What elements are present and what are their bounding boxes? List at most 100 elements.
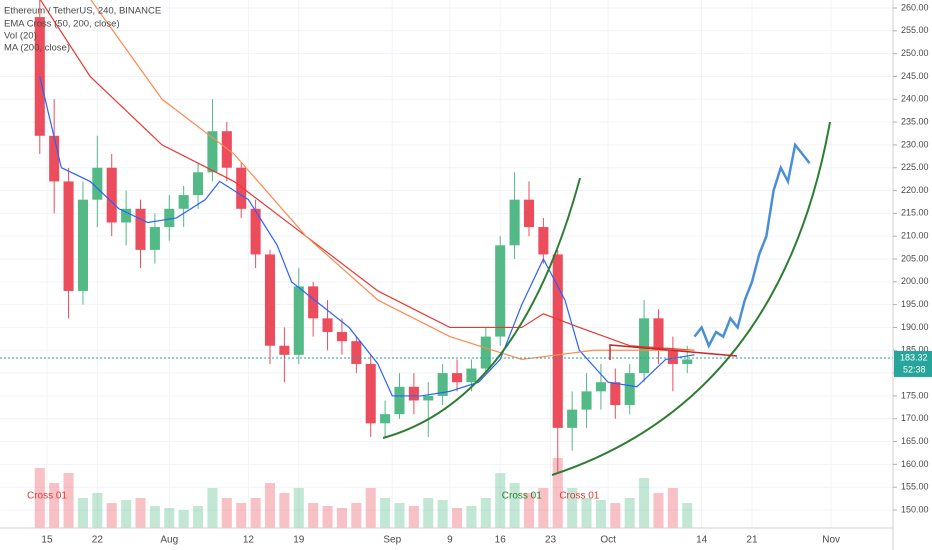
annotation: Cross 01	[502, 491, 542, 502]
volume-bar	[610, 503, 621, 528]
grid	[0, 0, 893, 528]
y-tick-label: 165.00	[901, 436, 929, 446]
volume-bar	[437, 500, 448, 528]
candle-body	[63, 181, 74, 291]
x-tick-label: 19	[293, 535, 305, 546]
candle-body	[221, 131, 232, 168]
volume-bar	[495, 473, 506, 528]
volume-bar	[207, 488, 218, 528]
volume-bar	[581, 498, 592, 528]
volume-bar	[164, 508, 175, 528]
volume-bar	[509, 483, 520, 528]
y-tick-label: 195.00	[901, 299, 929, 309]
candle-body	[380, 414, 391, 424]
candle-body	[49, 135, 60, 182]
volume-bar	[63, 473, 74, 528]
volume-bar	[279, 493, 290, 528]
volume-bar	[466, 506, 477, 528]
volume-bar	[480, 498, 491, 528]
candle-body	[308, 286, 319, 319]
y-tick-label: 250.00	[901, 48, 929, 58]
y-tick-label: 245.00	[901, 71, 929, 81]
candle-body	[92, 167, 103, 200]
plot	[0, 0, 893, 474]
candle-body	[624, 373, 635, 406]
candle-body	[293, 286, 304, 355]
volume-bar	[408, 506, 419, 528]
candle-body	[523, 199, 535, 228]
trend-arc	[551, 121, 831, 476]
legend-text: MA (200, close)	[4, 43, 70, 54]
volume-bar	[567, 488, 578, 528]
y-tick-label: 225.00	[901, 162, 929, 172]
y-tick-label: 240.00	[901, 94, 929, 104]
volume	[34, 458, 693, 528]
volume-bar	[394, 503, 405, 528]
x-tick-label: Sep	[383, 535, 401, 546]
last-price-label: 183.32	[900, 352, 928, 362]
candle-body	[595, 382, 606, 392]
volume-bar	[221, 498, 232, 528]
volume-bar	[121, 500, 132, 528]
candle-body	[77, 199, 88, 291]
candle-body	[264, 254, 276, 346]
x-tick-label: 21	[746, 535, 758, 546]
volume-bar	[293, 488, 304, 528]
y-tick-label: 220.00	[901, 185, 929, 195]
candle-body	[336, 332, 347, 342]
candle-body	[610, 382, 621, 406]
volume-bar	[308, 503, 319, 528]
candle-body	[193, 172, 204, 196]
drawings	[382, 121, 831, 476]
annotation: Cross 01	[559, 491, 599, 502]
candle-body	[581, 391, 592, 410]
volume-bar	[322, 506, 333, 528]
candle-body	[365, 363, 376, 424]
x-tick-label: Oct	[600, 535, 616, 546]
candle-body	[250, 208, 261, 255]
volume-bar	[49, 483, 60, 528]
candle-body	[437, 373, 448, 396]
y-tick-label: 210.00	[901, 231, 929, 241]
volume-bar	[193, 506, 204, 528]
candle-body	[394, 386, 405, 415]
annotation: Cross 01	[27, 491, 67, 502]
volume-bar	[135, 498, 146, 528]
projection-line	[693, 141, 811, 349]
volume-bar	[92, 493, 103, 528]
y-tick-label: 175.00	[901, 390, 929, 400]
y-tick-label: 215.00	[901, 208, 929, 218]
y-tick-label: 235.00	[901, 116, 929, 126]
candle-body	[121, 208, 132, 223]
volume-bar	[423, 498, 434, 528]
candle-body	[135, 208, 146, 250]
candle-body	[423, 395, 434, 401]
volume-bar	[667, 488, 678, 528]
volume-bar	[336, 508, 347, 528]
candle-body	[509, 199, 520, 246]
volume-bar	[538, 488, 549, 528]
candle-body	[639, 318, 650, 374]
candle-body	[178, 195, 189, 209]
candle-body	[480, 336, 491, 369]
candle-body	[236, 167, 247, 209]
indicator-line	[90, 0, 695, 361]
legend-text: Vol (20)	[4, 31, 37, 42]
volume-bar	[639, 478, 650, 528]
candle-body	[149, 227, 160, 250]
candle-body	[351, 341, 362, 364]
candle-body	[552, 254, 563, 428]
volume-bar	[380, 498, 391, 528]
volume-bar	[106, 503, 117, 528]
volume-bar	[178, 510, 189, 528]
volume-bar	[682, 503, 693, 528]
volume-bar	[624, 498, 635, 528]
x-tick-label: Aug	[160, 535, 178, 546]
candle-body	[495, 245, 506, 337]
candle-body	[164, 208, 175, 228]
volume-bar	[250, 498, 261, 528]
x-tick-label: 22	[92, 535, 104, 546]
y-tick-label: 185.00	[901, 345, 929, 355]
